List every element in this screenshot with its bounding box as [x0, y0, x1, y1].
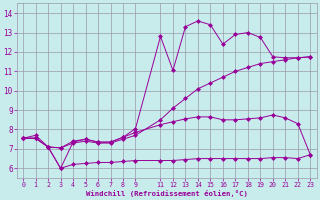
X-axis label: Windchill (Refroidissement éolien,°C): Windchill (Refroidissement éolien,°C) [86, 190, 248, 197]
